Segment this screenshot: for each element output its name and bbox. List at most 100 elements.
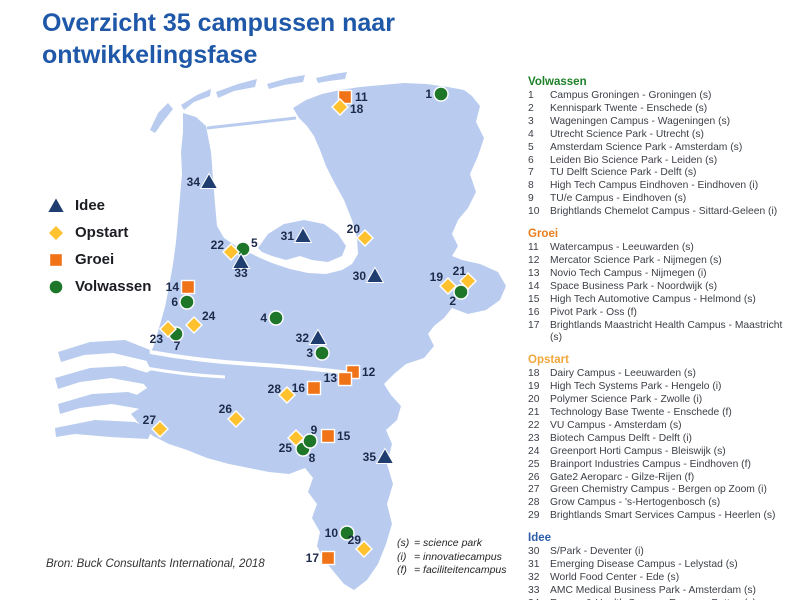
campus-name: World Food Center - Ede (s) — [550, 572, 680, 583]
campus-number: 31 — [528, 559, 540, 571]
zeeuws-vlaanderen — [55, 420, 152, 439]
map-marker-25-opstart: 25 — [279, 429, 305, 455]
campus-number: 18 — [528, 368, 540, 380]
campus-number: 17 — [528, 319, 540, 331]
campus-name: Mercator Science Park - Nijmegen (s) — [550, 254, 722, 266]
map-marker-label-25: 25 — [279, 441, 293, 455]
campus-name: Pivot Park - Oss (f) — [550, 306, 637, 318]
map-marker-24-opstart: 24 — [185, 309, 216, 334]
legend-label: Groei — [75, 251, 115, 268]
campus-number: 20 — [528, 394, 540, 406]
campus-item-30: 30 S/Park - Deventer (i) — [528, 546, 796, 559]
footnote-text: = faciliteitencampus — [414, 564, 507, 576]
campus-name: Dairy Campus - Leeuwarden (s) — [550, 368, 696, 380]
campus-item-22: 22 VU Campus - Amsterdam (s) — [528, 420, 796, 433]
campus-name: AMC Medical Business Park - Amsterdam (s… — [550, 584, 756, 596]
map-marker-label-27: 27 — [143, 413, 157, 427]
map-marker-label-12: 12 — [362, 365, 376, 379]
map-marker-15-groei: 15 — [320, 428, 351, 444]
map-marker-4-volwassen: 4 — [260, 310, 284, 326]
source-credit: Bron: Buck Consultants International, 20… — [46, 558, 265, 570]
campus-number: 19 — [528, 381, 540, 393]
footnote-line-1: (s) = science park — [397, 537, 507, 551]
campus-number: 12 — [528, 254, 540, 266]
campus-item-1: 1 Campus Groningen - Groningen (s) — [528, 90, 796, 103]
legend-item-idee: Idee — [46, 192, 151, 219]
zeeland-island-1 — [58, 340, 150, 362]
campus-item-19: 19 High Tech Systems Park - Hengelo (i) — [528, 381, 796, 394]
map-marker-label-23: 23 — [150, 332, 164, 346]
campus-item-4: 4 Utrecht Science Park - Utrecht (s) — [528, 129, 796, 142]
campus-list: Volwassen 1 Campus Groningen - Groningen (… — [528, 76, 796, 600]
campus-number: 22 — [528, 419, 540, 431]
campus-number: 21 — [528, 407, 540, 419]
campus-number: 2 — [528, 102, 534, 114]
phase-section-idee: Idee 30 S/Park - Deventer (i) 31 Emerging Di… — [528, 532, 796, 600]
circle-icon — [48, 278, 64, 295]
campus-item-31: 31 Emerging Disease Campus - Lelystad (s) — [528, 559, 796, 572]
campus-name: Green Chemistry Campus - Bergen op Zoom … — [550, 484, 767, 496]
map-marker-label-2: 2 — [449, 294, 456, 308]
campus-item-29: 29 Brightlands Smart Services Campus - He… — [528, 510, 796, 523]
campus-name: Novio Tech Campus - Nijmegen (i) — [550, 267, 707, 279]
map-marker-18-opstart: 18 — [331, 98, 364, 116]
map-marker-2-volwassen: 2 — [449, 284, 469, 308]
map-marker-label-3: 3 — [306, 346, 313, 360]
diamond-icon — [47, 223, 65, 242]
campus-number: 30 — [528, 546, 540, 558]
campus-item-27: 27 Green Chemistry Campus - Bergen op Zoo… — [528, 484, 796, 497]
map-marker-9-volwassen: 9 — [302, 423, 318, 449]
campus-number: 24 — [528, 445, 540, 457]
campus-name: S/Park - Deventer (i) — [550, 546, 644, 558]
campus-number: 5 — [528, 141, 534, 153]
map-marker-13-groei: 13 — [324, 371, 353, 387]
phase-header-idee: Idee — [528, 532, 552, 545]
campus-item-33: 33 AMC Medical Business Park - Amsterdam … — [528, 585, 796, 598]
campus-item-11: 11 Watercampus - Leeuwarden (s) — [528, 242, 796, 255]
campus-name: Brainport Industries Campus - Eindhoven … — [550, 458, 751, 470]
map-marker-label-18: 18 — [350, 102, 364, 116]
campus-item-12: 12 Mercator Science Park - Nijmegen (s) — [528, 255, 796, 268]
map-marker-label-17: 17 — [306, 551, 320, 565]
map-marker-1-volwassen: 1 — [425, 86, 449, 102]
campus-item-26: 26 Gate2 Aeroparc - Gilze-Rijen (f) — [528, 472, 796, 485]
map-marker-5-volwassen: 5 — [235, 236, 258, 257]
map-marker-label-35: 35 — [363, 450, 377, 464]
map-marker-label-31: 31 — [281, 229, 295, 243]
campus-number: 29 — [528, 510, 540, 522]
campus-number: 16 — [528, 306, 540, 318]
campus-name: Biotech Campus Delft - Delft (i) — [550, 432, 692, 444]
campus-number: 33 — [528, 584, 540, 596]
campus-item-25: 25 Brainport Industries Campus - Eindhove… — [528, 459, 796, 472]
campus-number: 6 — [528, 154, 534, 166]
campus-markers: 1234567891011121314151617181920212223242… — [143, 86, 477, 566]
footnote-line-3: (f) = faciliteitencampus — [397, 564, 507, 578]
campus-item-9: 9 TU/e Campus - Eindhoven (s) — [528, 193, 796, 206]
footnote: (s) = science park (i) = innovatiecampus (f)… — [397, 537, 507, 578]
footnote-line-2: (i) = innovatiecampus — [397, 551, 507, 565]
map-marker-label-10: 10 — [325, 526, 339, 540]
legend-label: Volwassen — [75, 278, 152, 295]
campus-number: 11 — [528, 242, 539, 254]
campus-number: 13 — [528, 267, 540, 279]
map-marker-label-29: 29 — [348, 533, 362, 547]
map-marker-label-24: 24 — [202, 309, 216, 323]
campus-name: Amsterdam Science Park - Amsterdam (s) — [550, 141, 743, 153]
campus-number: 10 — [528, 206, 540, 218]
campus-number: 34 — [528, 598, 550, 600]
zeeland-island-3 — [58, 392, 150, 414]
wadden-island-ameland — [267, 75, 305, 89]
map-marker-label-8: 8 — [309, 451, 316, 465]
campus-name: Gate2 Aeroparc - Gilze-Rijen (f) — [550, 471, 695, 483]
campus-item-10: 10 Brightlands Chemelot Campus - Sittard-… — [528, 206, 796, 219]
campus-name: Polymer Science Park - Zwolle (i) — [550, 394, 703, 406]
legend-item-volwassen: Volwassen — [46, 273, 151, 300]
map-marker-label-14: 14 — [166, 280, 180, 294]
campus-name: Brightlands Maastricht Health Campus - M… — [550, 319, 783, 344]
page-title: Overzicht 35 campussen naar ontwikkeling… — [42, 9, 395, 69]
campus-number: 7 — [528, 167, 534, 179]
map-marker-label-19: 19 — [430, 270, 444, 284]
map-marker-label-34: 34 — [187, 175, 201, 189]
campus-item-21: 21 Technology Base Twente - Enschede (f) — [528, 407, 796, 420]
map-marker-19-opstart: 19 — [430, 270, 457, 295]
